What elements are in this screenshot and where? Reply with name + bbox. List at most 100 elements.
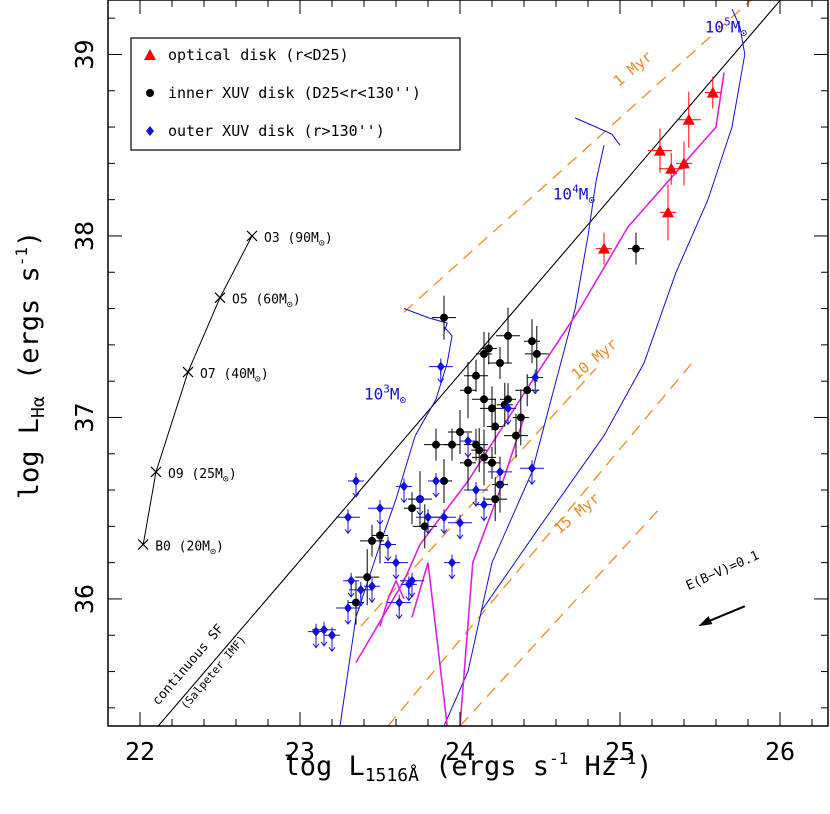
data-point: [484, 344, 493, 353]
data-point: [475, 446, 484, 455]
upper-limit-arrowhead: [424, 528, 432, 535]
upper-limit-arrowhead: [480, 516, 488, 522]
data-point: [528, 463, 536, 474]
data-point: [363, 573, 372, 582]
mass-track-line: [480, 8, 746, 612]
legend-marker: [146, 89, 154, 97]
data-point: [440, 313, 448, 322]
star-label: O5 (60M⊙): [232, 293, 301, 311]
star-track-line: [142, 235, 253, 545]
axis-ticks: 22 23 24 25 26 36 37 38 39: [70, 0, 828, 766]
legend-label: optical disk (r<D25): [168, 46, 349, 64]
data-point: [404, 579, 413, 590]
data-point: [512, 431, 520, 440]
data-point: [523, 386, 532, 395]
model-track-line: [411, 562, 448, 726]
data-point: [347, 575, 356, 586]
star-marker: [137, 539, 149, 550]
y-axis-label: log LHα (ergs s-1): [12, 231, 49, 500]
data-point: [352, 598, 360, 607]
data-point: [632, 244, 640, 253]
x-tick-label: 23: [285, 737, 315, 766]
data-point: [344, 512, 352, 523]
star-label: O9 (25M⊙): [168, 467, 237, 485]
star-label: O3 (90M⊙): [264, 231, 333, 249]
data-point: [496, 466, 504, 477]
upper-limit-arrowhead: [440, 528, 448, 535]
data-point: [448, 557, 456, 568]
continuous-sf-line: [157, 0, 782, 726]
data-point: [504, 395, 512, 404]
upper-limit-arrowhead: [400, 498, 408, 504]
data-point: [516, 413, 525, 422]
mass-track-line: [443, 145, 605, 726]
data-point: [528, 337, 536, 346]
y-tick-label: 36: [70, 584, 99, 614]
star-marker: [246, 230, 258, 242]
star-marker: [182, 366, 194, 378]
data-point: [440, 512, 448, 523]
data-point: [480, 499, 488, 510]
star-label: B0 (20M⊙): [155, 540, 224, 558]
upper-limit-arrowhead: [344, 528, 352, 535]
age-isochrone-line: [403, 0, 752, 313]
star-marker: [150, 466, 162, 478]
data-point: [491, 495, 500, 504]
reddening-arrowhead: [698, 616, 713, 627]
age-label: 15 Myr: [550, 489, 603, 538]
y-tick-label: 38: [70, 221, 99, 251]
upper-limit-arrowhead: [352, 492, 360, 498]
data-point: [320, 624, 328, 635]
data-point: [662, 206, 674, 218]
data-point: [496, 359, 504, 367]
data-point: [328, 630, 336, 641]
data-point: [356, 584, 365, 595]
upper-limit-arrowhead: [496, 483, 504, 489]
data-point: [420, 522, 429, 531]
data-point: [504, 403, 512, 414]
data-point: [344, 603, 352, 614]
upper-limit-arrowhead: [312, 643, 320, 649]
data-point: [665, 162, 678, 174]
upper-limit-arrowhead: [344, 619, 352, 625]
upper-limit-arrowhead: [384, 556, 392, 562]
upper-limit-arrowhead: [395, 614, 403, 620]
data-point: [368, 536, 376, 545]
data-point: [654, 144, 666, 156]
data-point: [400, 481, 408, 492]
legend-label: inner XUV disk (D25<r<130''): [168, 84, 421, 102]
data-point: [392, 557, 400, 568]
model-track-line: [355, 72, 725, 663]
data-point: [488, 458, 496, 467]
reddening-arrow: [706, 605, 746, 624]
upper-limit-arrowhead: [437, 378, 445, 384]
data-point: [531, 372, 540, 383]
data-point: [706, 86, 719, 98]
mass-track-line: [339, 326, 453, 726]
data-point: [464, 386, 472, 395]
plot-frame: [107, 0, 829, 727]
age-label: 1 Myr: [610, 47, 656, 90]
data-point: [384, 539, 392, 550]
upper-limit-arrowhead: [368, 597, 376, 604]
x-axis-label: log L1516Å (ergs s-1 Hz-1): [283, 749, 652, 786]
age-label: 10 Myr: [568, 335, 621, 384]
age-isochrone-line: [360, 368, 597, 627]
data-point: [408, 504, 416, 513]
upper-limit-arrowhead: [376, 519, 384, 526]
upper-limit-arrowhead: [328, 646, 336, 653]
upper-limit-arrowhead: [448, 574, 456, 580]
data-point: [472, 371, 480, 380]
age-isochrone-line: [387, 362, 693, 726]
data-point: [464, 436, 472, 447]
star-marker: [214, 292, 226, 304]
upper-limit-arrowhead: [392, 574, 400, 580]
data-point: [456, 517, 464, 528]
model-track-line: [379, 578, 405, 627]
star-label: O7 (40M⊙): [200, 367, 269, 385]
upper-limit-arrowhead: [464, 452, 472, 458]
mass-label: 103M⊙: [364, 382, 406, 406]
data-point: [376, 531, 384, 540]
data-point: [456, 427, 464, 436]
